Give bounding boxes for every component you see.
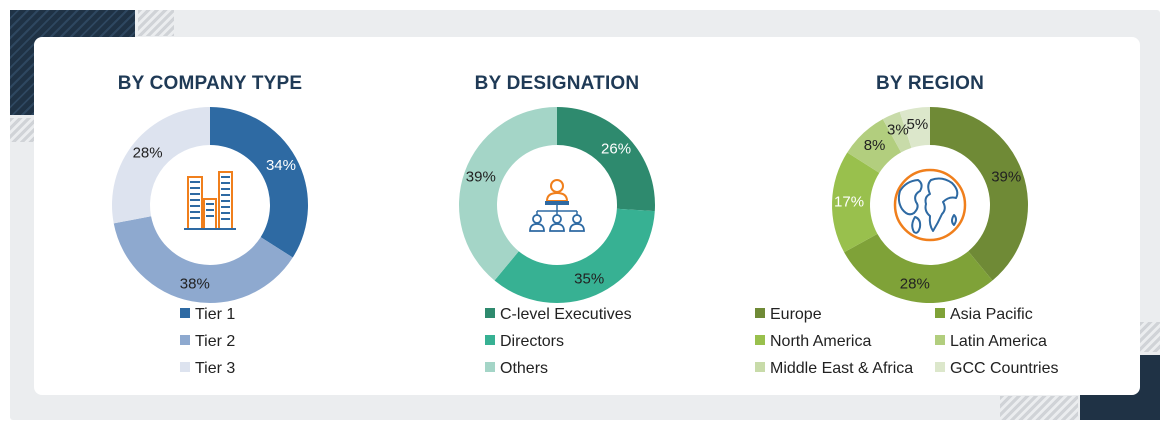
legend-label: Tier 2 <box>195 333 236 350</box>
slice-value-label-directors: 35% <box>574 270 604 287</box>
legend-label: GCC Countries <box>950 360 1059 377</box>
slice-tier-1 <box>210 107 308 258</box>
legend-item-north-america: North America <box>755 330 871 354</box>
legend-swatch <box>485 334 495 345</box>
slice-directors <box>494 208 655 303</box>
slice-value-label-tier-3: 28% <box>133 144 163 161</box>
slice-value-label-europe: 39% <box>991 169 1021 186</box>
legend-swatch <box>935 334 945 345</box>
legend-swatch <box>755 334 765 345</box>
legend-item-tier-1: Tier 1 <box>180 303 235 327</box>
legend-swatch <box>180 361 190 372</box>
legend-label: Europe <box>770 306 822 323</box>
legend-swatch <box>935 307 945 318</box>
globe-icon <box>893 168 967 242</box>
chart-title-region: BY REGION <box>875 73 985 94</box>
legend-label: North America <box>770 333 872 350</box>
slice-c-level-executives <box>557 107 655 212</box>
slice-europe <box>930 107 1028 281</box>
legend-swatch <box>485 361 495 372</box>
legend-item-tier-2: Tier 2 <box>180 330 235 354</box>
legend-label: Asia Pacific <box>950 306 1033 323</box>
legend-swatch <box>485 307 495 318</box>
slice-north-america <box>832 152 880 253</box>
slice-others <box>459 107 557 281</box>
chart-title-company-type: BY COMPANY TYPE <box>117 73 303 94</box>
slice-value-label-middle-east-africa: 3% <box>887 122 909 139</box>
legend-label: Tier 3 <box>195 360 236 377</box>
donut-chart-designation: 26% 35% 39% <box>459 107 655 303</box>
legend-label: Tier 1 <box>195 306 236 323</box>
slice-value-label-c-level-executives: 26% <box>601 141 631 158</box>
legend-swatch <box>755 307 765 318</box>
legend-swatch <box>180 334 190 345</box>
slice-value-label-others: 39% <box>466 169 496 186</box>
legend-item-europe: Europe <box>755 303 822 327</box>
slice-value-label-tier-2: 38% <box>180 276 210 293</box>
slice-value-label-tier-1: 34% <box>266 157 296 174</box>
slice-asia-pacific <box>844 233 993 303</box>
legend-label: Middle East & Africa <box>770 360 914 377</box>
decorative-hatch-top <box>138 10 174 36</box>
donut-chart-region: 39% 28% 17% 8%3%5% <box>832 107 1028 303</box>
decorative-hatch-left <box>10 118 34 142</box>
decorative-hatch-right <box>1140 322 1160 352</box>
legend-item-others: Others <box>485 357 548 381</box>
slice-gcc-countries <box>899 107 930 148</box>
slice-tier-2 <box>113 216 293 303</box>
slice-value-label-gcc-countries: 5% <box>906 116 928 133</box>
legend-item-latin-america: Latin America <box>935 330 1047 354</box>
legend-item-asia-pacific: Asia Pacific <box>935 303 1033 327</box>
legend-item-gcc-countries: GCC Countries <box>935 357 1058 381</box>
legend-item-tier-3: Tier 3 <box>180 357 235 381</box>
decorative-hatch-bottom <box>1000 396 1078 420</box>
org-chart-people-icon <box>529 179 585 232</box>
buildings-icon <box>184 171 236 230</box>
legend-label: C-level Executives <box>500 306 632 323</box>
legend-label: Latin America <box>950 333 1047 350</box>
legend-label: Others <box>500 360 549 377</box>
slice-value-label-north-america: 17% <box>834 193 864 210</box>
legend-swatch <box>180 307 190 318</box>
slice-latin-america <box>847 119 902 173</box>
slice-tier-3 <box>111 107 210 224</box>
slice-value-label-asia-pacific: 28% <box>900 276 930 293</box>
legend-swatch <box>935 361 945 372</box>
legend-item-middle-east-africa: Middle East & Africa <box>755 357 913 381</box>
slice-value-label-latin-america: 8% <box>864 137 886 154</box>
legend-swatch <box>755 361 765 372</box>
donut-chart-company-type: 34% 38% 28% <box>111 107 308 303</box>
legend-item-c-level-executives: C-level Executives <box>485 303 632 327</box>
chart-title-designation: BY DESIGNATION <box>474 73 640 94</box>
legend-item-directors: Directors <box>485 330 564 354</box>
legend-label: Directors <box>500 333 565 350</box>
slice-middle-east-africa <box>882 111 912 153</box>
